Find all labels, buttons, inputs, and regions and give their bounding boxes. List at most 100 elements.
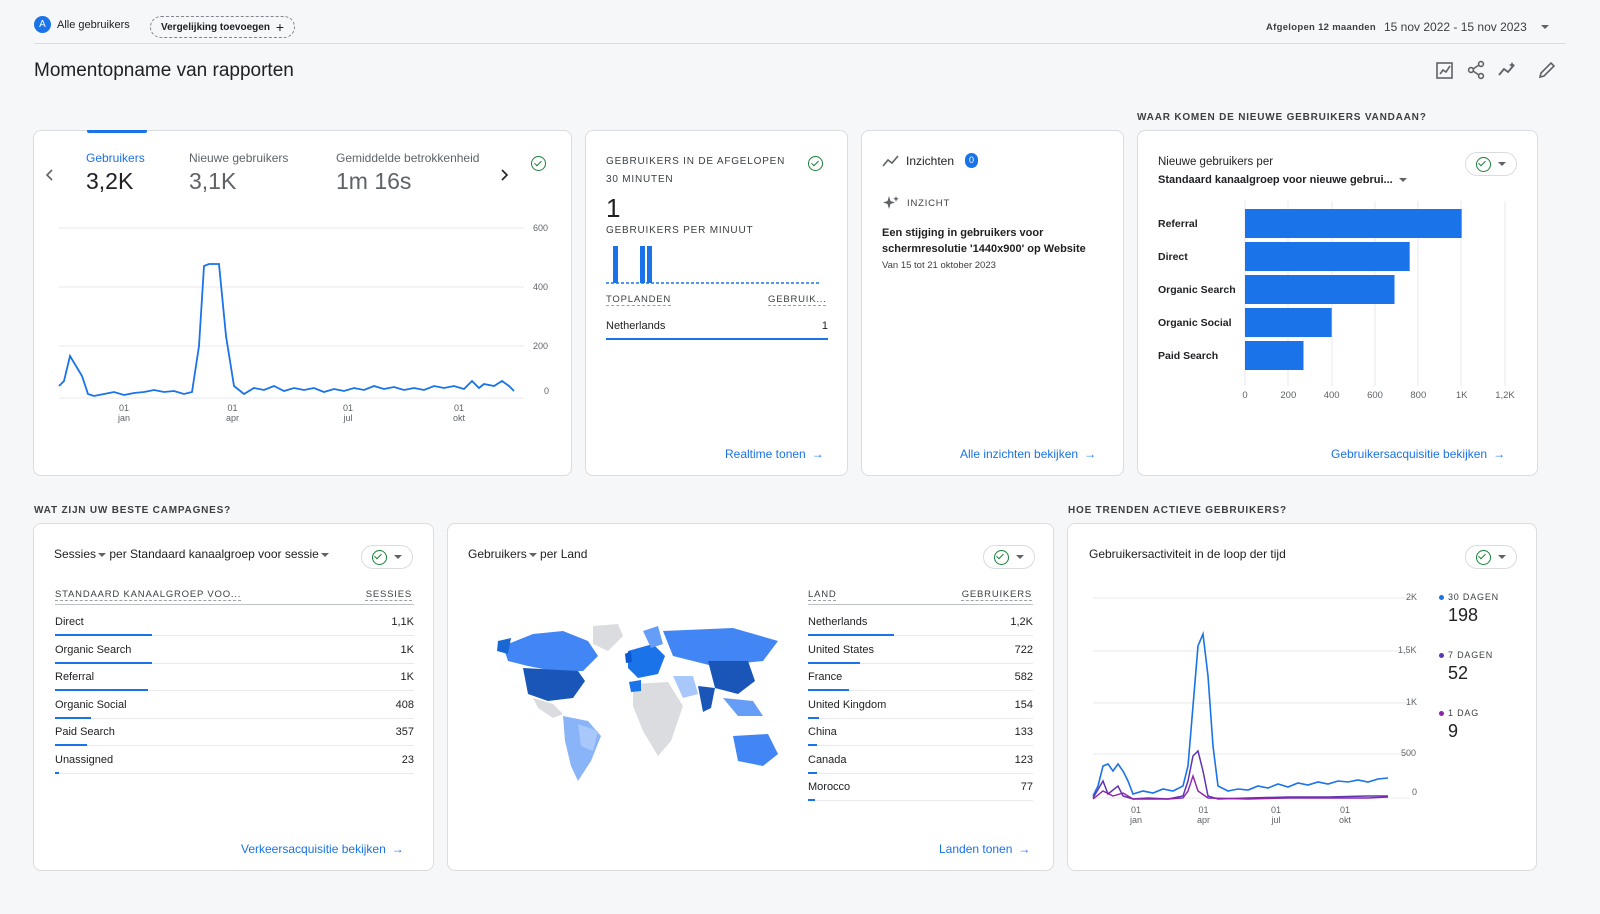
- insights-icon[interactable]: [1497, 60, 1517, 80]
- status-check-icon: [1475, 156, 1491, 172]
- bar: [1245, 308, 1332, 337]
- legend-dot-icon: [1439, 710, 1444, 716]
- map-region-canada: [503, 631, 598, 671]
- title-line: Nieuwe gebruikers per: [1158, 156, 1274, 168]
- report-status-menu[interactable]: [361, 545, 413, 569]
- table-row[interactable]: Direct 1,1K: [55, 609, 414, 636]
- customize-report-icon[interactable]: [1435, 60, 1455, 80]
- table-row[interactable]: Referral 1K: [55, 664, 414, 691]
- x-tick: 01 apr: [1197, 805, 1211, 825]
- link-label: Gebruikersacquisitie bekijken: [1331, 447, 1488, 461]
- report-status-menu[interactable]: [1465, 545, 1517, 569]
- col-header-users[interactable]: GEBRUIK...: [768, 294, 827, 305]
- col-header-country[interactable]: LAND: [808, 589, 837, 600]
- map-region-india: [698, 686, 715, 712]
- gridlines: [1093, 597, 1410, 799]
- row-share-bar: [808, 689, 849, 691]
- trend-icon: [882, 155, 899, 167]
- bar: [1245, 275, 1395, 304]
- map-region-middle-east: [673, 676, 698, 698]
- table-row[interactable]: Unassigned 23: [55, 747, 414, 774]
- segment-chip[interactable]: A Alle gebruikers: [34, 16, 130, 33]
- legend-dot-icon: [1439, 594, 1444, 600]
- table-row[interactable]: Organic Social 408: [55, 692, 414, 719]
- per-minute-bars: [606, 246, 821, 284]
- metric-value: 1m 16s: [336, 168, 412, 194]
- col-header-sessions[interactable]: SESSIES: [365, 589, 412, 600]
- insight-tag: INZICHT: [907, 198, 951, 209]
- table-row[interactable]: Canada 123: [808, 747, 1033, 774]
- segment-label: Alle gebruikers: [57, 18, 130, 31]
- dimension-picker[interactable]: Standaard kanaalgroep voor nieuwe gebrui…: [1158, 171, 1407, 189]
- activity-card: Gebruikersactiviteit in de loop der tijd…: [1067, 523, 1537, 871]
- row-value: 1,2K: [1010, 616, 1033, 628]
- traffic-acquisition-link[interactable]: Verkeersacquisitie bekijken →: [241, 842, 404, 856]
- row-label: Morocco: [808, 781, 851, 793]
- row-label: Canada: [808, 753, 847, 766]
- table-row[interactable]: Morocco 77: [808, 774, 1033, 801]
- sparkle-icon: [883, 196, 899, 209]
- table-row[interactable]: Organic Search 1K: [55, 637, 414, 664]
- acquisition-link[interactable]: Gebruikersacquisitie bekijken →: [1331, 447, 1505, 461]
- metric-picker[interactable]: Sessies: [54, 547, 107, 561]
- insight-text[interactable]: Een stijging in gebruikers voor schermre…: [882, 225, 1112, 257]
- map-region-russia: [663, 628, 778, 666]
- row-share-bar: [55, 716, 91, 719]
- row-share-bar: [808, 771, 817, 774]
- all-insights-link[interactable]: Alle inzichten bekijken →: [960, 447, 1096, 461]
- chevron-left-icon[interactable]: [44, 168, 56, 182]
- dimension-label: per Land: [540, 547, 588, 561]
- world-map[interactable]: [493, 616, 793, 796]
- insights-title: Inzichten: [906, 154, 955, 168]
- realtime-title: GEBRUIKERS IN DE AFGELOPEN 30 MINUTEN: [606, 156, 786, 185]
- report-status-menu[interactable]: [1465, 152, 1517, 176]
- edit-icon[interactable]: [1537, 60, 1557, 80]
- map-region-brazil: [578, 724, 598, 751]
- section-title-trends: HOE TRENDEN ACTIEVE GEBRUIKERS?: [1068, 505, 1287, 516]
- realtime-link[interactable]: Realtime tonen →: [725, 447, 824, 461]
- countries-link[interactable]: Landen tonen →: [939, 842, 1030, 856]
- table-row[interactable]: United States 722: [808, 637, 1033, 664]
- legend-label: 7 DAGEN: [1439, 650, 1493, 660]
- table-row[interactable]: France 582: [808, 664, 1033, 691]
- caret-down-icon: [98, 552, 107, 557]
- series-30-days: [1092, 630, 1389, 797]
- add-comparison-button[interactable]: Vergelijking toevoegen +: [150, 16, 296, 38]
- insights-count-badge: 0: [965, 153, 978, 168]
- y-tick: 500: [1401, 748, 1417, 758]
- insight-text-line: schermresolutie '1440x900' op Website: [882, 243, 1086, 255]
- row-label: China: [808, 726, 837, 738]
- row-label: France: [808, 671, 843, 683]
- col-header-country[interactable]: TOPLANDEN: [606, 294, 672, 305]
- table-row[interactable]: China 133: [808, 719, 1033, 746]
- row-value: 77: [1020, 781, 1033, 793]
- metric-picker[interactable]: Gebruikers: [468, 547, 537, 561]
- arrow-right-icon: →: [1493, 447, 1506, 461]
- col-header-channel[interactable]: STANDAARD KANAALGROEP VOO...: [55, 589, 242, 600]
- row-value: 408: [395, 698, 414, 711]
- chevron-down-icon: [1498, 555, 1507, 559]
- status-check-icon: [993, 549, 1009, 565]
- bar: [1245, 341, 1304, 370]
- row-value: 123: [1014, 753, 1033, 766]
- table-row[interactable]: United Kingdom 154: [808, 692, 1033, 719]
- row-value: 722: [1014, 643, 1033, 656]
- table-row[interactable]: Paid Search 357: [55, 719, 414, 746]
- col-header-users[interactable]: GEBRUIKERS: [961, 589, 1032, 600]
- share-icon[interactable]: [1466, 60, 1486, 80]
- report-status-menu[interactable]: [983, 545, 1035, 569]
- x-tick: 01 jul: [1271, 805, 1282, 825]
- row-country: Netherlands: [606, 320, 666, 332]
- legend-text: 7 DAGEN: [1448, 650, 1494, 660]
- insight-text-line: Een stijging in gebruikers voor: [882, 227, 1044, 239]
- table-row[interactable]: Netherlands 1,2K: [808, 609, 1033, 636]
- date-range-picker[interactable]: Afgelopen 12 maanden 15 nov 2022 - 15 no…: [1266, 20, 1549, 34]
- chevron-right-icon[interactable]: [498, 168, 510, 182]
- dimension-picker[interactable]: per Standaard kanaalgroep voor sessie: [109, 547, 329, 561]
- row-value: 1K: [400, 643, 414, 656]
- campaigns-card: Sessies per Standaard kanaalgroep voor s…: [33, 523, 434, 871]
- metric-label: Gemiddelde betrokkenheid: [336, 151, 480, 165]
- map-region-europe: [628, 644, 665, 678]
- map-region-africa: [633, 682, 683, 756]
- bar-category-label: Organic Search: [1158, 284, 1236, 296]
